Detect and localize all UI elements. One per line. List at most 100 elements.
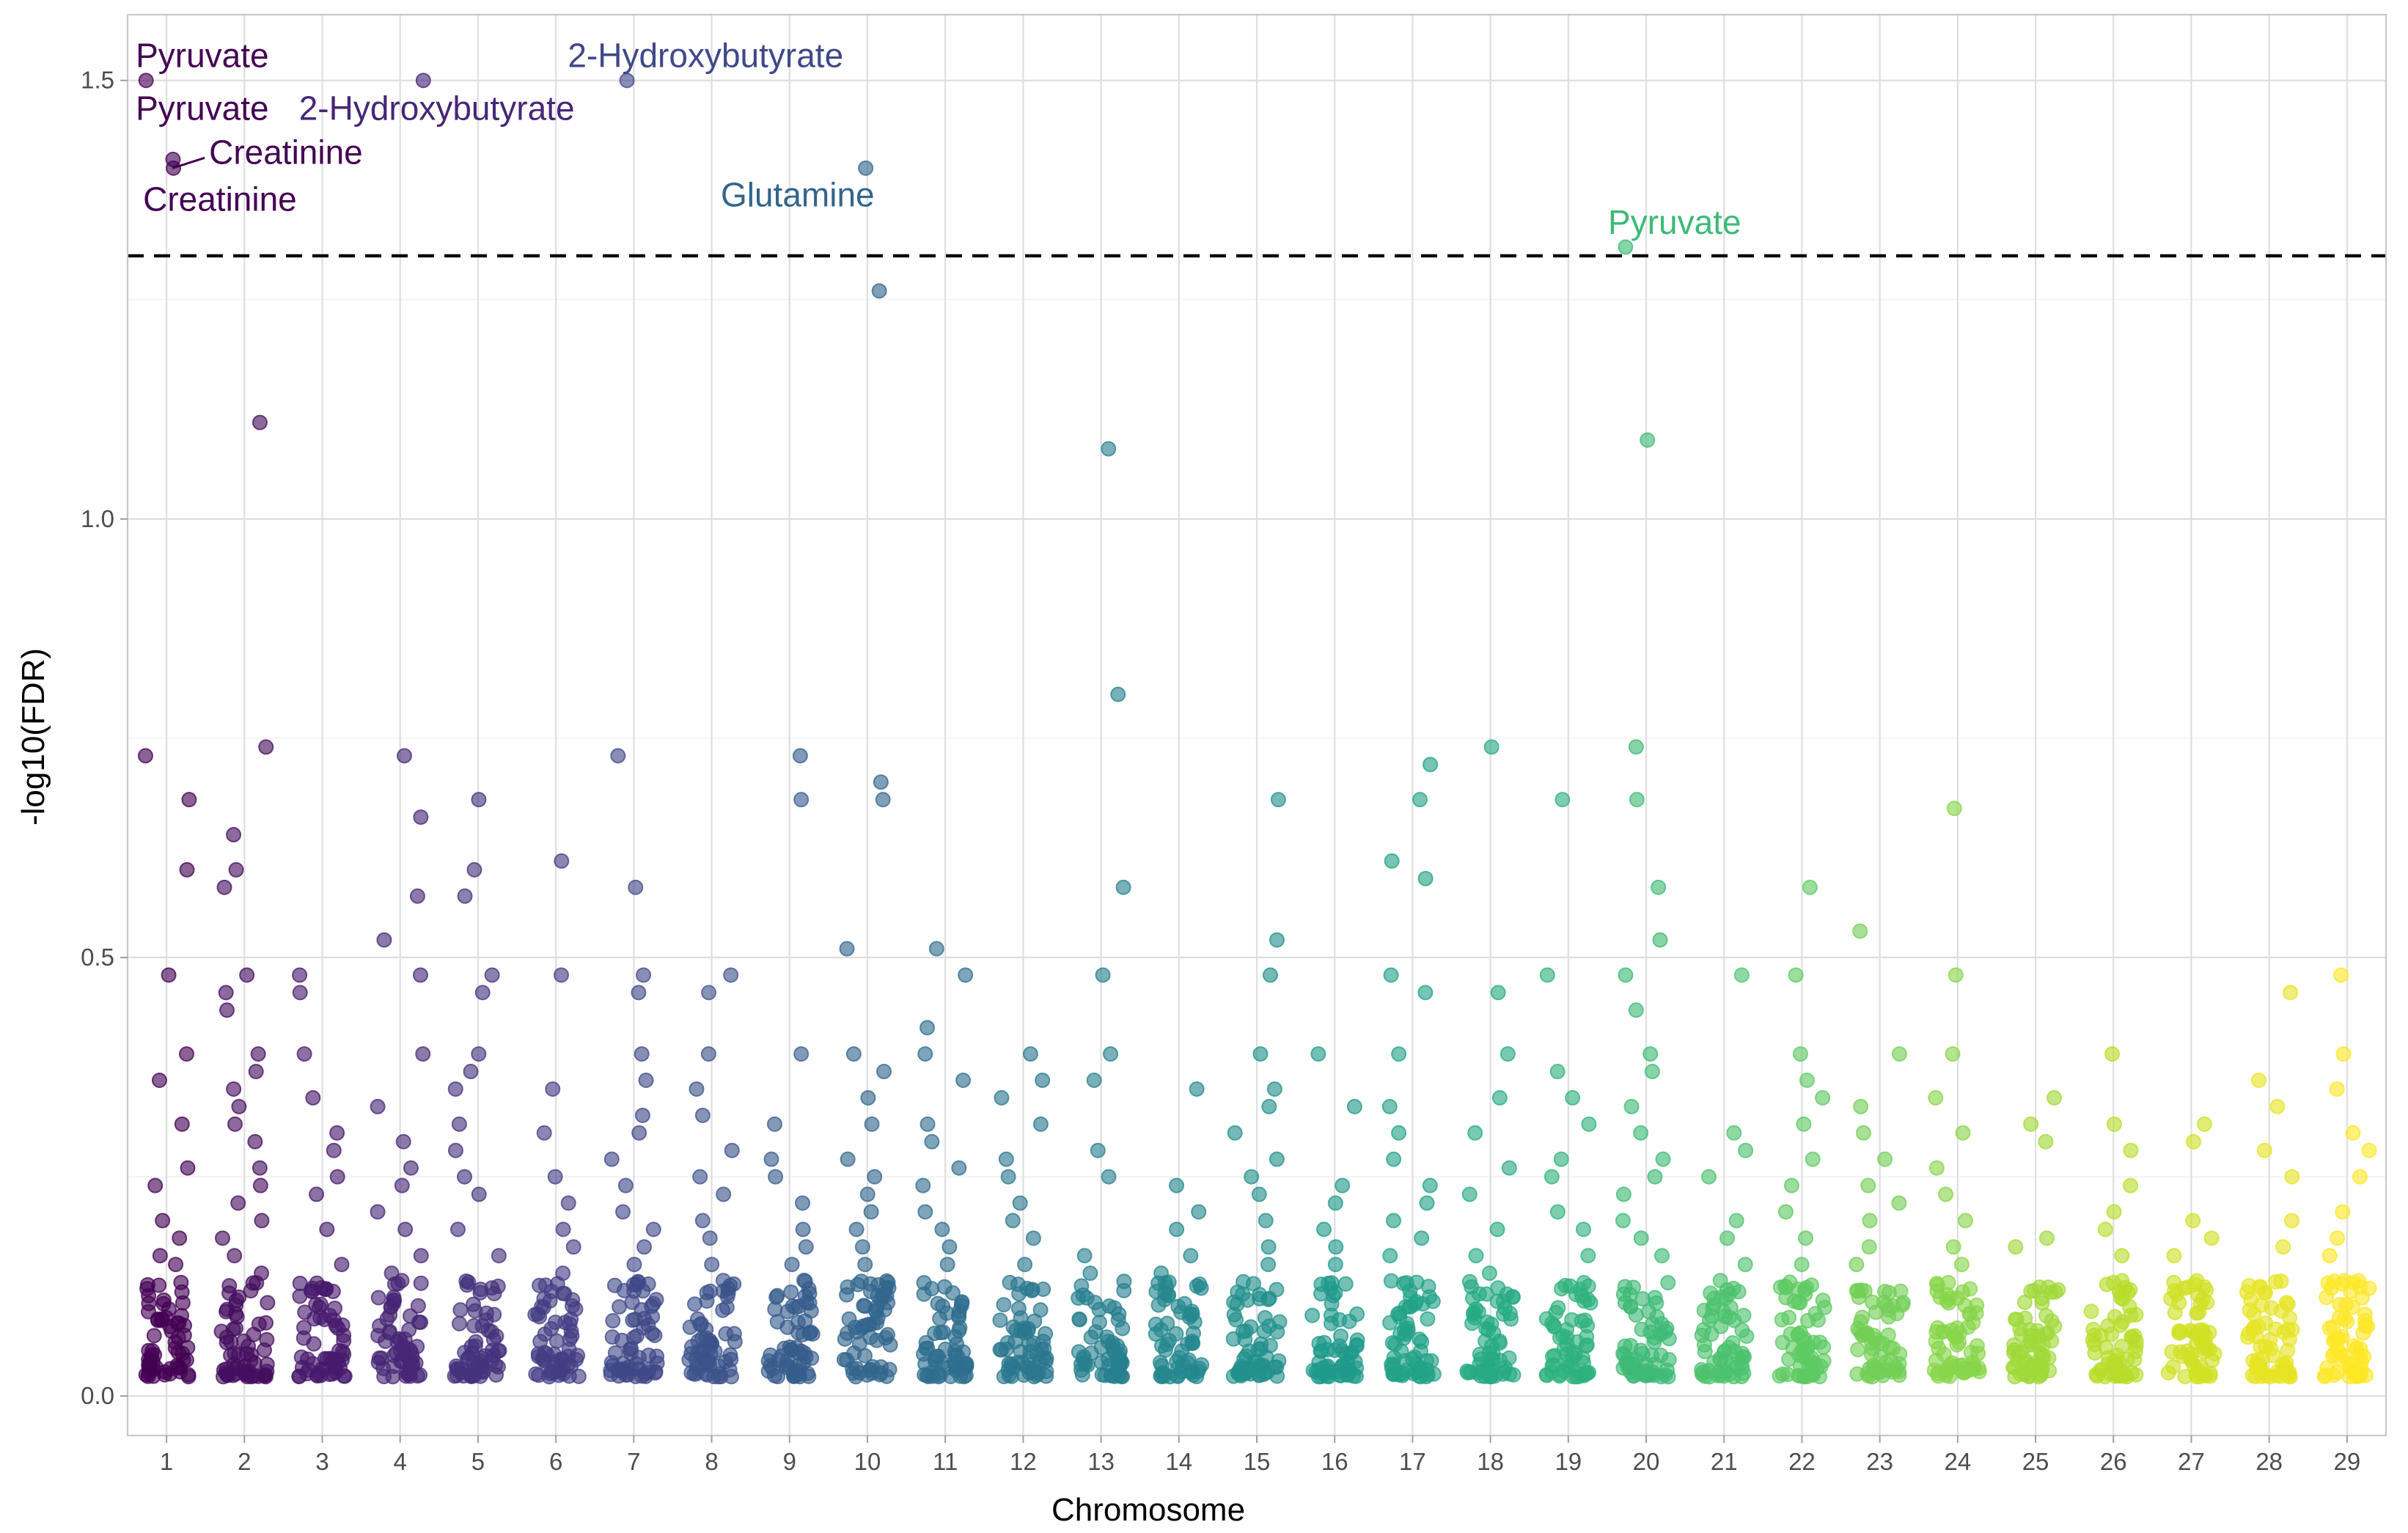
dense-point-chr23: [1853, 1282, 1869, 1298]
data-point-chr15: [1252, 1046, 1269, 1062]
data-point-chr4: [370, 1098, 386, 1114]
dense-point-chr3: [306, 1336, 322, 1352]
dense-point-chr16: [1318, 1368, 1335, 1384]
dense-point-chr18: [1496, 1364, 1512, 1380]
dense-point-chr4: [383, 1299, 399, 1315]
dense-point-chr17: [1400, 1320, 1416, 1337]
x-tick-label: 8: [705, 1448, 718, 1475]
data-point-chr18: [1468, 1248, 1484, 1264]
dense-point-chr23: [1854, 1327, 1871, 1343]
data-point-chr17: [1385, 1213, 1401, 1229]
dense-point-chr1: [170, 1329, 186, 1345]
data-point-chr1: [161, 967, 177, 983]
dense-point-chr10: [869, 1332, 885, 1348]
data-point-chr18: [1483, 739, 1500, 755]
data-point-chr8: [702, 1230, 718, 1246]
data-point-chr11: [934, 1221, 950, 1238]
data-point-chr17: [1391, 1125, 1407, 1141]
data-point-chr12: [1005, 1213, 1021, 1229]
data-point-chr2: [227, 1248, 243, 1264]
data-point-chr19: [1580, 1248, 1596, 1264]
dense-point-chr1: [161, 1301, 177, 1317]
data-point-chr20: [1644, 1064, 1660, 1080]
data-point-chr21: [1737, 1257, 1753, 1273]
data-point-chr25: [2023, 1116, 2039, 1132]
data-point-chr1: [178, 1046, 194, 1062]
data-point-chr7: [631, 1125, 647, 1141]
dense-point-chr21: [1726, 1312, 1742, 1328]
dense-point-chr14: [1148, 1284, 1164, 1300]
data-point-chr9: [795, 1195, 811, 1211]
data-point-chr11: [951, 1160, 967, 1176]
dense-point-chr10: [878, 1287, 895, 1304]
data-point-chr6: [560, 1195, 576, 1211]
dense-point-chr1: [141, 1363, 157, 1379]
annotation-label: Creatinine: [143, 180, 297, 218]
dense-point-chr18: [1480, 1364, 1497, 1381]
dense-point-chr9: [778, 1356, 794, 1372]
dense-point-chr28: [2256, 1366, 2272, 1382]
dense-point-chr13: [1111, 1306, 1127, 1322]
dense-point-chr12: [1038, 1364, 1054, 1380]
x-tick-label: 7: [627, 1448, 640, 1475]
dense-point-chr13: [1091, 1301, 1107, 1317]
data-point-chr10: [867, 1169, 883, 1185]
x-tick-label: 9: [783, 1448, 796, 1475]
dense-point-chr23: [1868, 1304, 1884, 1320]
data-point-chr24: [1957, 1213, 1973, 1229]
dense-point-chr18: [1497, 1301, 1513, 1317]
data-point-chr29: [2321, 1248, 2338, 1264]
data-point-chr12: [1035, 1073, 1051, 1088]
data-point-chr18: [1490, 985, 1506, 1001]
data-point-chr4: [415, 1046, 431, 1062]
data-point-chr10: [860, 1089, 876, 1106]
dense-point-chr16: [1332, 1312, 1347, 1328]
data-point-chr5: [471, 1186, 487, 1202]
data-point-chr8: [701, 985, 717, 1001]
x-tick-label: 21: [1711, 1448, 1738, 1475]
data-point-chr26: [2123, 1142, 2139, 1158]
data-point-chr27: [2185, 1213, 2201, 1229]
data-point-chr3: [292, 967, 308, 983]
dense-point-chr1: [174, 1284, 190, 1300]
dense-point-chr7: [647, 1364, 664, 1380]
dense-point-chr6: [561, 1342, 577, 1358]
dense-point-chr20: [1633, 1342, 1649, 1359]
dense-point-chr10: [872, 1367, 888, 1383]
data-point-chr11: [939, 1257, 955, 1273]
data-point-chr4: [396, 748, 412, 764]
data-point-chr13: [1090, 1142, 1106, 1158]
dense-point-chr5: [478, 1312, 494, 1328]
data-point-chr28: [2283, 985, 2299, 1001]
dense-point-chr7: [640, 1317, 656, 1333]
data-point-chr19: [1549, 1064, 1565, 1080]
data-point-chr20: [1633, 1125, 1649, 1141]
dense-point-chr27: [2195, 1324, 2211, 1340]
dense-point-chr1: [141, 1342, 157, 1359]
data-point-chr1: [179, 861, 195, 878]
dense-point-chr11: [932, 1311, 948, 1327]
dense-point-chr17: [1422, 1289, 1438, 1305]
dense-point-chr29: [2319, 1290, 2335, 1306]
data-point-chr17: [1419, 1195, 1435, 1211]
y-tick-label: 0.0: [81, 1382, 114, 1409]
dense-point-chr12: [1038, 1326, 1054, 1342]
dense-point-chr19: [1580, 1278, 1596, 1294]
data-point-chr5: [457, 1169, 473, 1185]
dense-point-chr29: [2346, 1338, 2363, 1354]
dense-point-chr16: [1304, 1307, 1321, 1323]
data-point-chr9: [793, 1046, 810, 1062]
dense-point-chr5: [452, 1302, 469, 1318]
dense-point-chr9: [784, 1342, 800, 1359]
data-point-chr9: [795, 1221, 811, 1238]
dense-point-chr2: [259, 1356, 275, 1372]
data-point-chr2: [228, 861, 244, 878]
data-point-chr20: [1652, 932, 1668, 948]
data-point-chr22: [1798, 1230, 1814, 1246]
dense-point-chr14: [1192, 1361, 1208, 1377]
data-point-chr10: [873, 774, 889, 790]
data-point-chr13: [1103, 1046, 1119, 1062]
data-point-chr7: [645, 1221, 661, 1238]
dense-point-chr11: [930, 1348, 946, 1364]
